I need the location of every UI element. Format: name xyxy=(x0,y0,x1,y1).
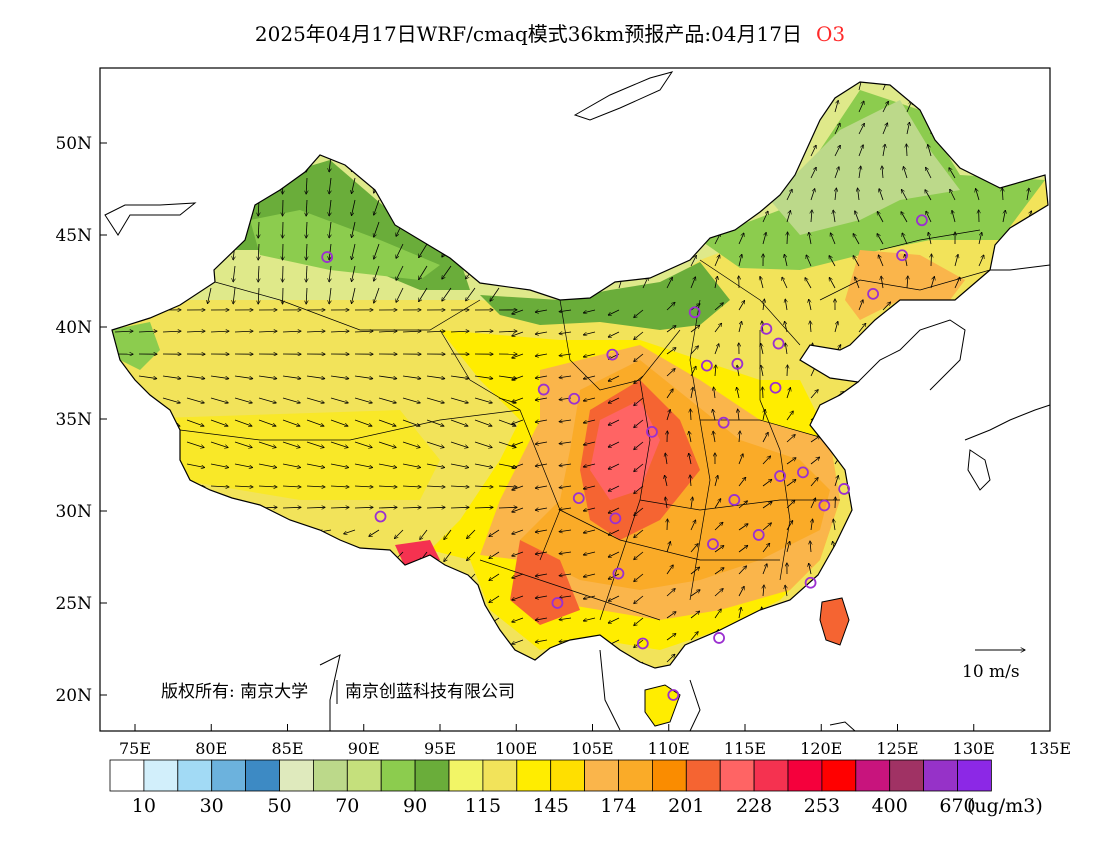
legend-label: 10 xyxy=(132,795,156,817)
lat-tick-label: 30N xyxy=(55,502,92,522)
legend-swatch xyxy=(212,760,246,791)
legend-swatch xyxy=(178,760,212,791)
legend-swatch xyxy=(585,760,619,791)
legend-swatch xyxy=(246,760,280,791)
lon-tick-label: 105E xyxy=(571,739,613,758)
copyright-label: 版权所有: 南京大学 xyxy=(161,682,308,702)
legend-label: 90 xyxy=(403,795,427,817)
legend-label: 201 xyxy=(668,795,704,817)
lon-tick-label: 115E xyxy=(724,739,766,758)
lon-tick-label: 95E xyxy=(424,739,456,758)
legend-unit: (ug/m3) xyxy=(967,795,1043,817)
lon-tick-label: 85E xyxy=(271,739,303,758)
legend-swatch xyxy=(483,760,517,791)
wind-reference-label: 10 m/s xyxy=(962,662,1020,682)
legend-swatch xyxy=(415,760,449,791)
lat-tick-label: 25N xyxy=(55,594,92,614)
legend-swatch xyxy=(551,760,585,791)
legend-label: 400 xyxy=(872,795,908,817)
legend-swatch xyxy=(890,760,924,791)
legend-swatch xyxy=(381,760,415,791)
legend-swatch xyxy=(449,760,483,791)
legend-swatch xyxy=(517,760,551,791)
latitude-axis: 50N 45N 40N 35N 30N 25N 20N xyxy=(55,134,107,706)
lat-tick-label: 50N xyxy=(55,134,92,154)
lon-tick-label: 130E xyxy=(953,739,995,758)
lat-tick-label: 45N xyxy=(55,226,92,246)
lon-tick-label: 80E xyxy=(195,739,227,758)
lon-tick-label: 100E xyxy=(495,739,537,758)
legend-label: 70 xyxy=(335,795,359,817)
legend-swatch xyxy=(686,760,720,791)
legend-swatch xyxy=(856,760,890,791)
legend-swatch xyxy=(754,760,788,791)
legend-swatch xyxy=(720,760,754,791)
legend-swatch xyxy=(110,760,144,791)
legend-swatch xyxy=(313,760,347,791)
legend-swatch xyxy=(788,760,822,791)
wind-arrow xyxy=(787,232,788,244)
lon-tick-label: 110E xyxy=(648,739,690,758)
lon-tick-label: 135E xyxy=(1029,739,1071,758)
lon-tick-label: 90E xyxy=(348,739,380,758)
legend-label: 228 xyxy=(736,795,772,817)
lon-tick-label: 125E xyxy=(876,739,918,758)
lat-tick-label: 35N xyxy=(55,410,92,430)
legend-swatch xyxy=(619,760,653,791)
legend-label: 253 xyxy=(804,795,840,817)
lon-tick-label: 120E xyxy=(800,739,842,758)
legend-swatch xyxy=(958,760,992,791)
legend-swatch xyxy=(280,760,314,791)
legend-label: 115 xyxy=(465,795,501,817)
legend-label: 145 xyxy=(533,795,569,817)
legend-swatch xyxy=(822,760,856,791)
company-label: 南京创蓝科技有限公司 xyxy=(345,682,515,702)
legend-swatch xyxy=(144,760,178,791)
wind-arrow xyxy=(762,387,763,398)
legend-label: 30 xyxy=(200,795,224,817)
lat-tick-label: 20N xyxy=(55,686,92,706)
legend-label: 50 xyxy=(267,795,291,817)
lon-tick-label: 75E xyxy=(119,739,151,758)
legend-swatch xyxy=(652,760,686,791)
lat-tick-label: 40N xyxy=(55,318,92,338)
legend-label: 174 xyxy=(600,795,636,817)
legend-swatch xyxy=(924,760,958,791)
legend-swatch xyxy=(347,760,381,791)
